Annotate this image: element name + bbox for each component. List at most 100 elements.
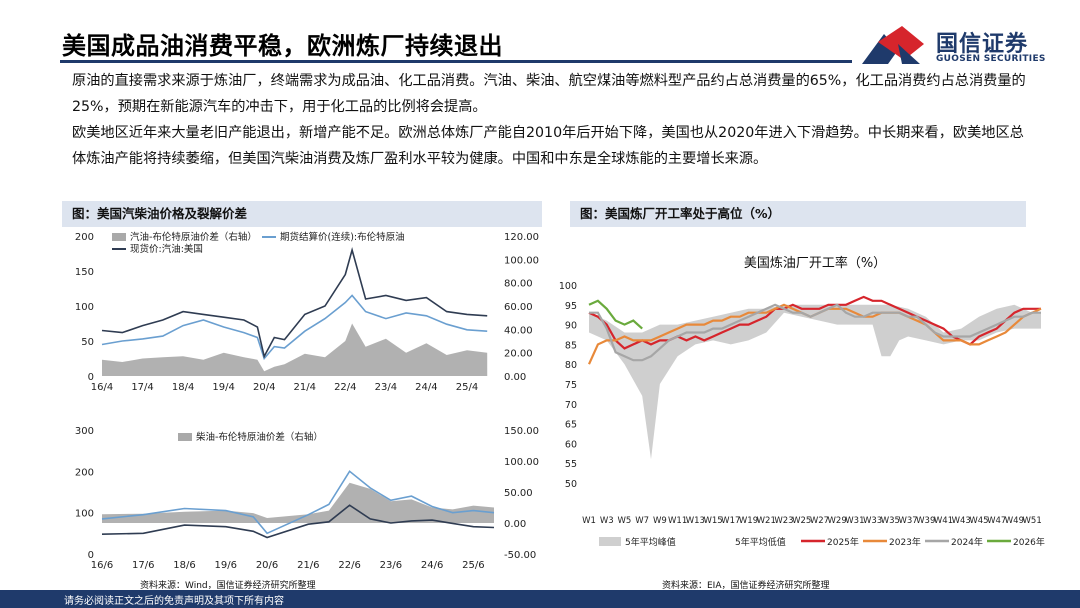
x-tick-label: W39 xyxy=(916,516,935,526)
y-right-tick-label: 60.00 xyxy=(504,302,533,313)
x-tick-label: W1 xyxy=(582,516,596,526)
guosen-logo-icon xyxy=(862,26,924,64)
x-tick-label: 25/6 xyxy=(462,560,484,571)
x-tick-label: 22/6 xyxy=(338,560,360,571)
y-tick-label: 85 xyxy=(565,340,577,351)
x-tick-label: 21/6 xyxy=(297,560,319,571)
x-tick-label: W29 xyxy=(828,516,847,526)
x-tick-label: 22/4 xyxy=(334,382,356,393)
x-tick-label: W43 xyxy=(952,516,971,526)
y-left-tick-label: 100 xyxy=(75,509,94,520)
x-tick-label: W51 xyxy=(1023,516,1042,526)
right-source: 资料来源：EIA，国信证券经济研究所整理 xyxy=(662,581,830,591)
y-left-tick-label: 200 xyxy=(75,467,94,478)
x-tick-label: 24/6 xyxy=(421,560,443,571)
page-title: 美国成品油消费平稳，欧洲炼厂持续退出 xyxy=(62,32,503,60)
y-left-tick-label: 0 xyxy=(88,372,94,383)
utilization-line-series xyxy=(589,303,1041,362)
footer-bar: 请务必阅读正文之后的免责声明及其项下所有内容 xyxy=(0,590,1080,608)
paragraph-consumption: 原油的直接需求来源于炼油厂，终端需求为成品油、化工品消费。汽油、柴油、航空煤油等… xyxy=(72,73,1026,115)
x-tick-label: W15 xyxy=(703,516,722,526)
y-right-tick-label: 100.00 xyxy=(504,457,539,468)
chart-title: 美国炼油厂开工率（%） xyxy=(744,255,886,271)
x-tick-label: W37 xyxy=(898,516,917,526)
y-left-tick-label: 50 xyxy=(81,337,94,348)
y-tick-label: 95 xyxy=(565,301,577,312)
x-tick-label: 19/6 xyxy=(215,560,237,571)
x-tick-label: W21 xyxy=(757,516,776,526)
legend-label: 2024年 xyxy=(951,536,983,548)
x-tick-label: 20/4 xyxy=(253,382,275,393)
utilization-line-series xyxy=(588,299,643,330)
right-panel-heading: 图：美国炼厂开工率处于高位（%） xyxy=(570,201,1026,227)
y-tick-label: 55 xyxy=(565,459,577,470)
y-right-tick-label: 120.00 xyxy=(504,232,539,243)
x-tick-label: 18/4 xyxy=(172,382,194,393)
x-tick-label: W9 xyxy=(653,516,667,526)
legend-swatch xyxy=(599,537,621,546)
paragraph-capacity: 欧美地区近年来大量老旧产能退出，新增产能不足。欧洲总体炼厂产能自2010年后开始… xyxy=(72,125,1024,167)
x-tick-label: W49 xyxy=(1005,516,1024,526)
x-tick-label: W11 xyxy=(668,516,687,526)
logo-text-cn: 国信证券 xyxy=(936,32,1029,57)
footer-disclaimer: 请务必阅读正文之后的免责声明及其项下所有内容 xyxy=(64,596,284,607)
price-line-series xyxy=(101,246,488,359)
y-tick-label: 60 xyxy=(565,439,577,450)
price-line-series xyxy=(101,470,495,535)
x-tick-label: 20/6 xyxy=(256,560,278,571)
x-tick-label: W5 xyxy=(618,516,632,526)
y-left-tick-label: 100 xyxy=(75,302,94,313)
legend-swatch xyxy=(178,433,192,441)
left-panel-heading: 图：美国汽柴油价格及裂解价差 xyxy=(62,201,542,227)
x-tick-label: W35 xyxy=(881,516,900,526)
y-tick-label: 50 xyxy=(565,479,577,490)
x-tick-label: 24/4 xyxy=(415,382,437,393)
legend-label: 期货结算价(连续):布伦特原油 xyxy=(280,231,405,243)
x-tick-label: W31 xyxy=(845,516,864,526)
x-tick-label: 19/4 xyxy=(212,382,234,393)
y-right-tick-label: 150.00 xyxy=(504,426,539,437)
x-tick-label: 23/4 xyxy=(375,382,397,393)
title-underline xyxy=(60,60,852,63)
price-line-series xyxy=(101,294,488,361)
y-tick-label: 80 xyxy=(565,360,577,371)
y-tick-label: 75 xyxy=(565,380,577,391)
legend-label: 2025年 xyxy=(827,536,859,548)
y-tick-label: 100 xyxy=(559,281,577,292)
legend-label: 2023年 xyxy=(889,536,921,548)
logo-text-en: GUOSEN SECURITIES xyxy=(936,54,1046,64)
refinery-utilization-chart: 美国炼油厂开工率（%） 50 55 60 65 70 75 80 85 90 95 100 W1 W3 W5… xyxy=(559,255,1045,548)
x-tick-label: 25/4 xyxy=(456,382,478,393)
x-tick-label: W23 xyxy=(774,516,793,526)
legend-label: 汽油-布伦特原油价差（右轴） xyxy=(130,231,257,243)
y-left-tick-label: 300 xyxy=(75,426,94,437)
x-tick-label: 16/4 xyxy=(91,382,113,393)
x-tick-label: W19 xyxy=(739,516,758,526)
five-year-range-band xyxy=(589,304,1041,460)
x-tick-label: 17/4 xyxy=(131,382,153,393)
legend-label: 2026年 xyxy=(1013,536,1045,548)
x-tick-label: W41 xyxy=(934,516,953,526)
legend-label: 5年平均峰值 xyxy=(625,536,676,548)
x-tick-label: 17/6 xyxy=(132,560,154,571)
x-tick-label: W3 xyxy=(600,516,614,526)
gasoline-price-chart: 0 50 100 150 200 0.00 20.00 40.00 60.00 80.00 100.… xyxy=(75,231,539,393)
y-right-tick-label: 50.00 xyxy=(504,488,533,499)
y-left-tick-label: 0 xyxy=(88,550,94,561)
x-tick-label: W25 xyxy=(792,516,811,526)
y-right-tick-label: 40.00 xyxy=(504,325,533,336)
legend-swatch xyxy=(112,233,126,241)
x-tick-label: 23/6 xyxy=(380,560,402,571)
x-tick-label: W33 xyxy=(863,516,882,526)
legend-label: 柴油-布伦特原油价差（右轴） xyxy=(196,431,323,443)
y-tick-label: 70 xyxy=(565,400,577,411)
diesel-price-chart: 0 100 200 300 -50.00 0.00 50.00 100.00 150.00 16/… xyxy=(75,426,539,571)
spread-area-series xyxy=(102,323,488,376)
y-tick-label: 90 xyxy=(565,321,577,332)
price-line-series xyxy=(101,504,495,539)
x-tick-label: W27 xyxy=(810,516,829,526)
y-right-tick-label: 0.00 xyxy=(504,372,526,383)
y-right-tick-label: 20.00 xyxy=(504,349,533,360)
y-left-tick-label: 150 xyxy=(75,267,94,278)
x-tick-label: 21/4 xyxy=(294,382,316,393)
